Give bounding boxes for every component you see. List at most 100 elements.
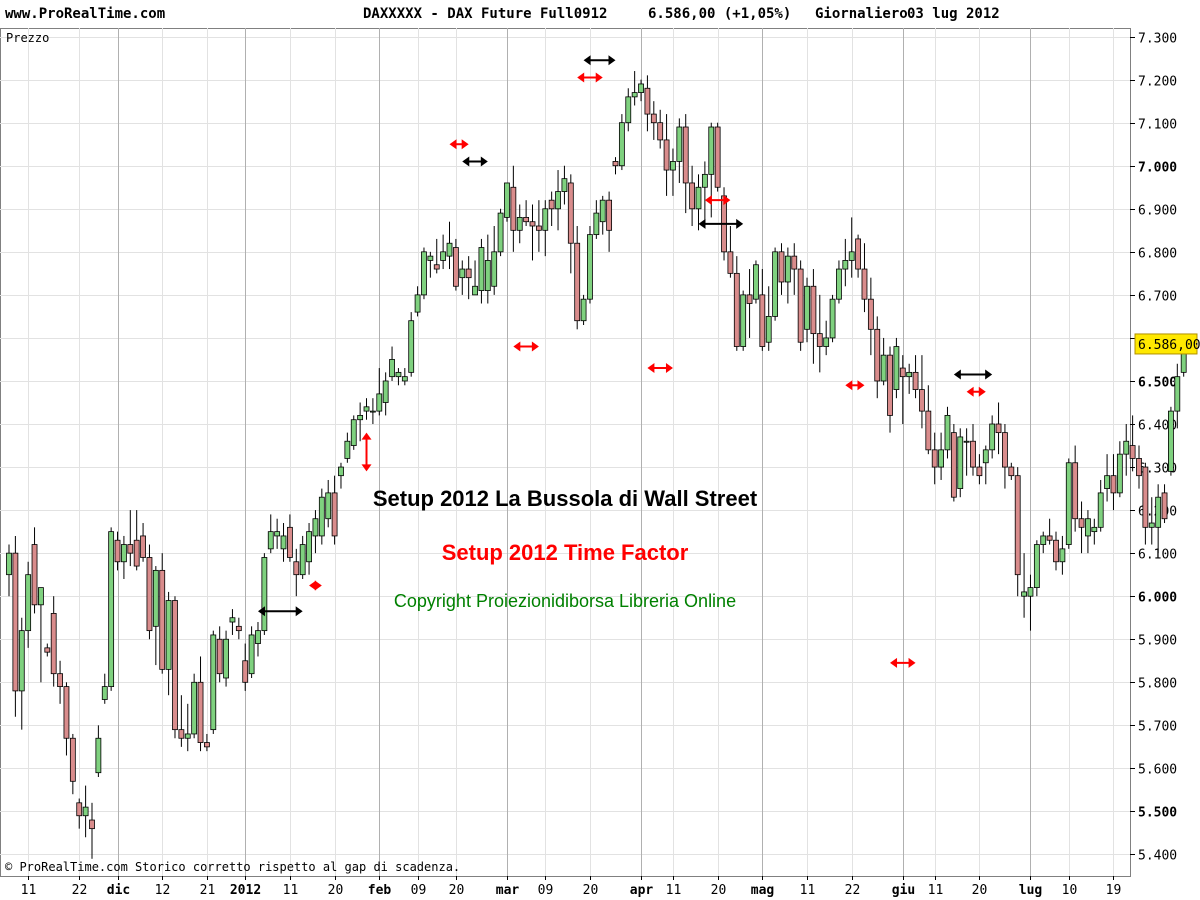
candle-body	[708, 126, 715, 175]
candle-body	[76, 802, 83, 817]
overlay-title-bussola: Setup 2012 La Bussola di Wall Street	[372, 486, 758, 511]
candle-body	[178, 729, 185, 739]
red-time-arrow-head	[857, 380, 865, 391]
x-tick-label: 10	[1062, 883, 1078, 898]
red-time-arrow-head	[723, 195, 731, 206]
candle-body	[880, 354, 887, 382]
last-price-tag	[1134, 333, 1198, 355]
candle-body	[197, 681, 204, 743]
candle-body	[548, 199, 555, 210]
candle-body	[970, 440, 976, 468]
quote-value: 6.586,00 (+1,05%)	[648, 6, 792, 22]
candle-body	[599, 199, 606, 223]
candle-body	[1072, 462, 1079, 520]
black-time-arrow-head	[462, 156, 470, 167]
candle-body	[504, 182, 510, 218]
candle-body	[89, 819, 95, 830]
candle-body	[363, 406, 370, 412]
candle-body	[1046, 535, 1053, 541]
candle-body	[357, 415, 364, 421]
candle-body	[408, 320, 415, 373]
x-tick-label: 20	[583, 883, 599, 898]
candle-body	[344, 440, 351, 459]
candle-body	[899, 367, 906, 378]
y-tick-label: 6.500	[1138, 376, 1177, 391]
candle-body	[733, 272, 740, 347]
chart-date: 03 lug 2012	[907, 6, 1000, 22]
candle-body	[593, 212, 600, 236]
candle-body	[1148, 522, 1155, 528]
candle-body	[376, 393, 383, 412]
candle-body	[574, 242, 581, 322]
candle-body	[1065, 462, 1072, 545]
candle-body	[925, 410, 932, 451]
candle-body	[31, 544, 38, 606]
candle-body	[919, 389, 925, 412]
y-tick-label: 7.200	[1138, 75, 1177, 90]
chart-header: www.ProRealTime.com DAXXXXX - DAX Future…	[0, 0, 1200, 28]
x-tick-label: 20	[711, 883, 727, 898]
candle-body	[1027, 587, 1034, 597]
candle-body	[472, 285, 478, 296]
candle-body	[740, 294, 747, 347]
y-tick-label: 5.800	[1138, 677, 1177, 692]
candle-body	[606, 199, 613, 231]
candle-body	[18, 630, 25, 692]
candle-body	[1085, 518, 1091, 537]
candle-body	[746, 294, 753, 304]
candle-body	[982, 449, 989, 464]
candle-body	[50, 613, 57, 675]
candle-body	[350, 419, 357, 446]
black-time-arrow-head	[583, 55, 591, 66]
candle-body	[670, 161, 676, 171]
overlay-title-time-factor: Setup 2012 Time Factor	[441, 540, 689, 565]
candle-body	[108, 531, 115, 687]
site-url[interactable]: www.ProRealTime.com	[5, 6, 166, 22]
x-tick-label: 12	[155, 883, 171, 898]
red-time-arrow-head	[704, 195, 712, 206]
candle-body	[229, 617, 236, 623]
candle-body	[191, 681, 198, 735]
candle-body	[810, 285, 817, 335]
candle-body	[791, 255, 798, 270]
candle-body	[1110, 475, 1117, 494]
y-tick-label: 5.600	[1138, 763, 1177, 778]
candle-body	[887, 354, 893, 416]
x-tick-label: 11	[928, 883, 944, 898]
candle-body	[140, 535, 146, 558]
candle-body	[95, 737, 102, 774]
candle-body	[1104, 475, 1110, 489]
candle-body	[567, 182, 574, 244]
candle-body	[274, 531, 281, 537]
candle-body	[989, 423, 996, 451]
candle-body	[631, 92, 638, 98]
candle-body	[242, 660, 249, 683]
x-tick-label: 11	[800, 883, 816, 898]
candle-body	[401, 376, 408, 382]
x-tick-label: mag	[751, 883, 774, 898]
candle-body	[446, 242, 453, 257]
black-time-arrow-head	[608, 55, 616, 66]
candle-body	[395, 371, 402, 378]
candle-body	[797, 268, 804, 343]
candle-body	[293, 561, 300, 576]
candle-body	[414, 294, 421, 313]
candle-body	[152, 569, 159, 627]
candle-body	[82, 806, 89, 817]
candle-body	[510, 186, 517, 231]
red-time-arrow-head	[647, 363, 655, 374]
candle-body	[255, 630, 261, 644]
candle-body	[331, 492, 338, 537]
candle-body	[663, 139, 670, 171]
candle-body	[529, 221, 536, 227]
candle-body	[146, 557, 153, 632]
candle-body	[38, 587, 44, 606]
candle-body	[12, 552, 19, 692]
candle-body	[753, 264, 759, 300]
candle-body	[638, 83, 644, 93]
candle-body	[25, 574, 32, 632]
red-time-arrow-head	[513, 341, 521, 352]
candle-body	[650, 113, 657, 124]
candle-body	[287, 526, 293, 558]
